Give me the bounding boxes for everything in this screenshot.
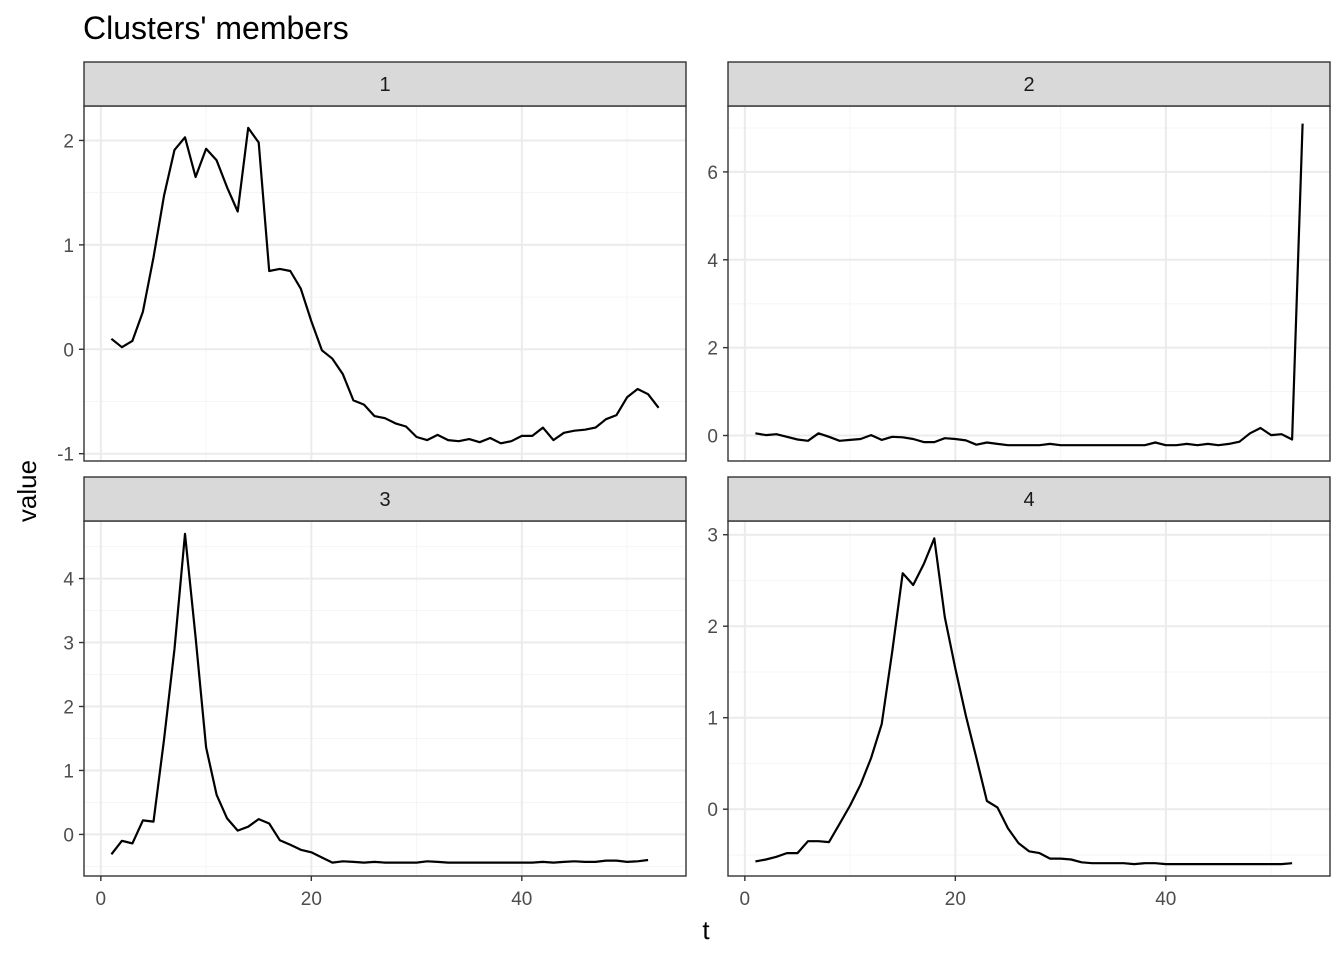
facet-strip <box>727 476 1331 522</box>
y-tick-label: 0 <box>707 800 718 821</box>
y-tick-label: 1 <box>63 761 74 782</box>
facet-strip-label: 3 <box>379 489 390 511</box>
y-tick-label: 2 <box>707 617 718 638</box>
x-tick-label: 0 <box>740 889 751 910</box>
panel-background <box>728 521 1330 876</box>
facet-panel-2: 2 0 2 4 6 <box>707 61 1331 462</box>
y-tick-label: 2 <box>63 131 74 152</box>
series-line-cluster-1 <box>110 126 660 445</box>
y-tick-label: 4 <box>707 251 718 272</box>
x-tick-label: 20 <box>301 889 322 910</box>
series-line-cluster-4 <box>755 537 1293 866</box>
y-tick-label: 2 <box>63 697 74 718</box>
y-tick-label: 6 <box>707 163 718 184</box>
facet-strip <box>727 61 1331 107</box>
panel-background <box>84 521 686 876</box>
facet-strip-label: 1 <box>379 74 390 96</box>
x-axis-title: t <box>702 915 710 945</box>
x-tick-label: 40 <box>1155 889 1176 910</box>
y-tick-label: 1 <box>707 709 718 730</box>
facet-strip <box>83 476 687 522</box>
facet-panel-1: 1 -1 0 1 2 <box>57 61 687 466</box>
y-axis-title: value <box>12 460 42 522</box>
y-tick-label: 0 <box>707 427 718 448</box>
x-tick-label: 40 <box>511 889 532 910</box>
series-line-cluster-2 <box>755 123 1304 447</box>
x-tick-label: 20 <box>945 889 966 910</box>
y-tick-label: 0 <box>63 340 74 361</box>
y-tick-label: 3 <box>707 526 718 547</box>
y-tick-label: 2 <box>707 339 718 360</box>
facet-strip-label: 2 <box>1023 74 1034 96</box>
x-tick-label: 0 <box>96 889 107 910</box>
facet-strip <box>83 61 687 107</box>
y-tick-label: 3 <box>63 634 74 655</box>
y-tick-label: 0 <box>63 825 74 846</box>
panel-background <box>728 106 1330 461</box>
y-tick-label: 4 <box>63 570 74 591</box>
series-line-cluster-3 <box>110 532 649 864</box>
panel-background <box>84 106 686 461</box>
chart-title: Clusters' members <box>83 10 349 46</box>
y-tick-label: -1 <box>57 445 74 466</box>
y-tick-label: 1 <box>63 236 74 257</box>
facet-strip-label: 4 <box>1023 489 1034 511</box>
